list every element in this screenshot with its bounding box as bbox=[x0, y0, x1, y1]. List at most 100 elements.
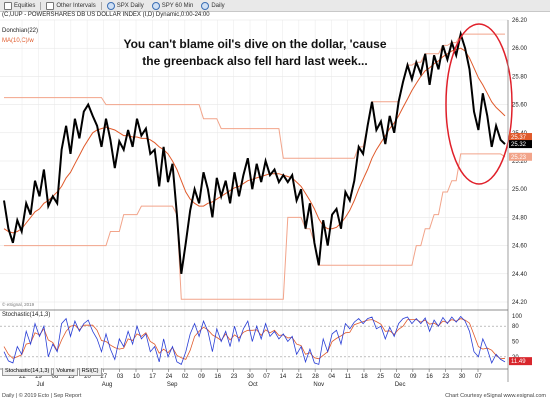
price-tick-label: 24.20 bbox=[512, 300, 528, 306]
date-tick-label: 28 bbox=[312, 374, 319, 380]
date-tick-label: 07 bbox=[475, 374, 482, 380]
date-tick-label: 24 bbox=[166, 374, 173, 380]
price-tick-label: 24.40 bbox=[512, 272, 528, 278]
ma-label: MA(10,C)/w bbox=[2, 38, 34, 44]
footer-left: Daily | © 2019 Ecto | Sep Report bbox=[2, 393, 82, 399]
date-tick-label: 22 bbox=[19, 374, 26, 380]
stochastic-label: Stochastic(14,1,3) bbox=[2, 312, 51, 318]
globe-icon bbox=[106, 1, 115, 10]
date-tick-label: 02 bbox=[182, 374, 189, 380]
footer: Daily | © 2019 Ecto | Sep Report Chart C… bbox=[0, 393, 550, 401]
toolbar-divider bbox=[40, 1, 42, 10]
globe-icon bbox=[201, 1, 210, 10]
equities-label: Equities bbox=[14, 2, 36, 9]
date-tick-label: 02 bbox=[394, 374, 401, 380]
spy-60min-link[interactable]: SPY 60 Min bbox=[148, 0, 198, 11]
date-tick-label: 07 bbox=[263, 374, 270, 380]
price-tick-label: 24.60 bbox=[512, 244, 528, 250]
indicator-tabs: Stochastic(14,1,3) Volume RSI(C) bbox=[2, 368, 103, 376]
ma-line bbox=[3, 47, 506, 234]
toolbar: Equities Other Intervals SPX Daily SPY 6… bbox=[0, 0, 550, 12]
daily-link[interactable]: Daily bbox=[197, 0, 228, 11]
donchian-value-tag: 25.23 bbox=[511, 155, 527, 161]
month-label: Oct bbox=[248, 382, 258, 388]
date-tick-label: 27 bbox=[100, 374, 107, 380]
date-tick-label: 14 bbox=[280, 374, 287, 380]
price-tick-label: 25.00 bbox=[512, 187, 528, 193]
date-tick-label: 16 bbox=[214, 374, 221, 380]
stoch-d-line bbox=[3, 318, 506, 360]
date-tick-label: 11 bbox=[345, 374, 352, 380]
stoch-tick-label: 100 bbox=[512, 314, 523, 320]
price-tick-label: 26.20 bbox=[512, 18, 528, 24]
tab-rsi[interactable]: RSI(C) bbox=[78, 368, 102, 376]
annotation-line-1: You can't blame oil's dive on the dollar… bbox=[123, 37, 387, 51]
date-tick-label: 18 bbox=[361, 374, 368, 380]
annotation-text: You can't blame oil's dive on the dollar… bbox=[100, 36, 410, 70]
last-price-tag: 25.32 bbox=[511, 142, 527, 148]
ma-value-tag: 25.37 bbox=[511, 135, 527, 141]
date-tick-label: 09 bbox=[410, 374, 417, 380]
tab-volume[interactable]: Volume bbox=[53, 368, 78, 376]
stoch-tick-label: 80 bbox=[512, 324, 519, 330]
date-tick-label: 23 bbox=[442, 374, 449, 380]
date-axis: 22 29 06 13 20 27 03 10 17 24 02 09 16 23 30 07 14 21 28 04… bbox=[19, 369, 482, 388]
footer-right: Chart Courtesy eSignal www.esignal.com bbox=[445, 393, 546, 399]
ma-value-tag-bg bbox=[509, 133, 532, 142]
price-axis: 26.2026.0025.8025.6025.4025.2025.0024.80… bbox=[509, 18, 532, 306]
stoch-k-line bbox=[3, 315, 506, 365]
date-tick-label: 03 bbox=[117, 374, 124, 380]
spx-daily-link[interactable]: SPX Daily bbox=[103, 0, 148, 11]
price-tick-label: 26.00 bbox=[512, 46, 528, 52]
price-tick-label: 25.60 bbox=[512, 103, 528, 109]
month-label: Aug bbox=[102, 382, 113, 388]
month-label: Dec bbox=[395, 382, 406, 388]
copyright-label: © eSignal, 2019 bbox=[2, 302, 35, 307]
other-intervals-menu[interactable]: Other Intervals bbox=[42, 0, 99, 11]
daily-label: Daily bbox=[211, 2, 225, 9]
spx-daily-label: SPX Daily bbox=[116, 2, 144, 9]
date-tick-label: 16 bbox=[426, 374, 433, 380]
chart-title: (C,UUP - POWERSHARES DB US DOLLAR INDEX … bbox=[2, 12, 210, 18]
date-tick-label: 20 bbox=[84, 374, 91, 380]
date-tick-label: 21 bbox=[296, 374, 303, 380]
folder-icon bbox=[4, 1, 12, 10]
stochastic-panel: 10080502011.49 bbox=[0, 314, 532, 366]
donchian-value-tag-bg bbox=[509, 152, 532, 161]
annotation-line-2: the greenback also fell hard last week..… bbox=[142, 54, 368, 68]
donchian-channel bbox=[4, 33, 506, 300]
date-tick-label: 10 bbox=[133, 374, 140, 380]
stoch-value-tag: 11.49 bbox=[511, 359, 526, 365]
month-label: Sep bbox=[167, 382, 178, 388]
date-tick-label: 09 bbox=[198, 374, 205, 380]
toolbar-divider bbox=[100, 1, 102, 10]
date-tick-label: 25 bbox=[377, 374, 384, 380]
price-tick-label: 25.20 bbox=[512, 159, 528, 165]
donchian-upper-line bbox=[4, 33, 505, 159]
month-label: Jul bbox=[37, 382, 45, 388]
price-line bbox=[3, 30, 506, 274]
month-label: Nov bbox=[313, 382, 324, 388]
other-intervals-label: Other Intervals bbox=[56, 2, 96, 9]
date-tick-label: 17 bbox=[149, 374, 156, 380]
price-tick-label: 24.80 bbox=[512, 215, 528, 221]
spy-60min-label: SPY 60 Min bbox=[161, 2, 194, 9]
highlight-circle bbox=[445, 23, 513, 185]
date-tick-label: 30 bbox=[247, 374, 254, 380]
stoch-tick-label: 50 bbox=[512, 340, 519, 346]
date-tick-label: 13 bbox=[68, 374, 75, 380]
tab-stochastic[interactable]: Stochastic(14,1,3) bbox=[2, 368, 53, 376]
date-tick-label: 06 bbox=[52, 374, 59, 380]
stoch-value-tag-bg bbox=[509, 357, 532, 366]
donchian-lower-line bbox=[4, 153, 506, 300]
equities-menu[interactable]: Equities bbox=[0, 0, 39, 11]
date-tick-label: 29 bbox=[35, 374, 42, 380]
date-tick-label: 23 bbox=[231, 374, 238, 380]
interval-icon bbox=[46, 1, 55, 10]
date-tick-label: 30 bbox=[459, 374, 466, 380]
globe-icon bbox=[151, 1, 160, 10]
price-tick-label: 25.80 bbox=[512, 74, 528, 80]
donchian-label: Donchian(22) bbox=[2, 28, 39, 34]
last-price-tag-bg bbox=[509, 140, 532, 149]
